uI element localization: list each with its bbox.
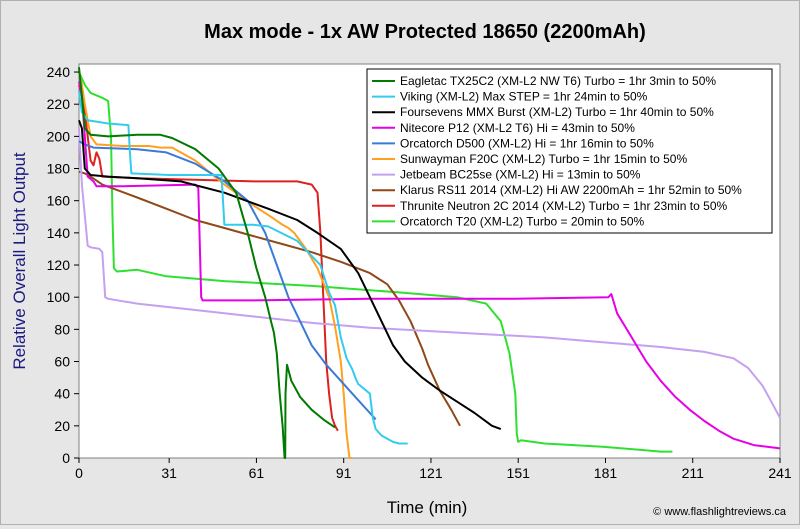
x-tick-label: 151 (507, 465, 531, 481)
legend-entry: Foursevens MMX Burst (XM-L2) Turbo = 1hr… (400, 105, 714, 119)
series-line (78, 71, 673, 453)
credit-text: © www.flashlightreviews.ca (653, 506, 787, 518)
y-tick-label: 200 (47, 128, 71, 144)
x-tick-label: 241 (768, 465, 792, 481)
series-layer (78, 67, 781, 459)
legend-entry: Klarus RS11 2014 (XM-L2) Hi AW 2200mAh =… (400, 183, 742, 197)
legend-entry: Nitecore P12 (XM-L2 T6) Hi = 43min to 50… (400, 121, 635, 135)
x-tick-label: 0 (75, 465, 83, 481)
y-tick-label: 60 (54, 354, 70, 370)
y-tick-label: 100 (47, 289, 71, 305)
series-line (78, 170, 461, 427)
y-tick-label: 140 (47, 225, 71, 241)
legend: Eagletac TX25C2 (XM-L2 NW T6) Turbo = 1h… (366, 68, 773, 234)
y-tick-label: 160 (47, 193, 71, 209)
series-line (78, 91, 408, 445)
y-tick-label: 120 (47, 257, 71, 273)
x-tick-label: 31 (161, 465, 177, 481)
x-tick-label: 211 (682, 465, 705, 481)
series-line (78, 81, 781, 450)
y-tick-label: 220 (47, 96, 71, 112)
y-tick-label: 80 (54, 321, 70, 337)
series-line (78, 128, 781, 419)
x-axis-label: Time (min) (387, 498, 468, 517)
legend-entry: Jetbeam BC25se (XM-L2) Hi = 13min to 50% (400, 168, 641, 182)
y-tick-label: 40 (54, 386, 70, 402)
legend-entry: Orcatorch T20 (XM-L2) Turbo = 20min to 5… (400, 214, 645, 228)
legend-entry: Viking (XM-L2) Max STEP = 1hr 24min to 5… (400, 90, 648, 104)
series-line (78, 67, 336, 459)
x-tick-label: 91 (336, 465, 352, 481)
series-line (78, 119, 502, 431)
x-tick-label: 61 (249, 465, 265, 481)
legend-entry: Eagletac TX25C2 (XM-L2 NW T6) Turbo = 1h… (400, 74, 716, 88)
axis-layer: 0 20 40 60 80 100 120 140 160 180 200 220 240 0 31 61 91… (47, 64, 792, 481)
legend-box (366, 68, 773, 234)
series-line (78, 71, 353, 459)
y-tick-label: 240 (47, 64, 71, 80)
x-tick-label: 121 (419, 465, 443, 481)
chart-title: Max mode - 1x AW Protected 18650 (2200mA… (204, 21, 646, 43)
y-tick-label: 180 (47, 161, 71, 177)
legend-entry: Orcatorch D500 (XM-L2) Hi = 1hr 16min to… (400, 136, 654, 150)
y-tick-label: 20 (54, 418, 70, 434)
y-axis-label: Relative Overall Light Output (10, 152, 29, 370)
legend-entry: Thrunite Neutron 2C 2014 (XM-L2) Turbo =… (400, 199, 728, 213)
y-tick-label: 0 (62, 450, 70, 466)
legend-entry: Sunwayman F20C (XM-L2) Turbo = 1hr 15min… (400, 152, 687, 166)
x-tick-label: 181 (594, 465, 618, 481)
